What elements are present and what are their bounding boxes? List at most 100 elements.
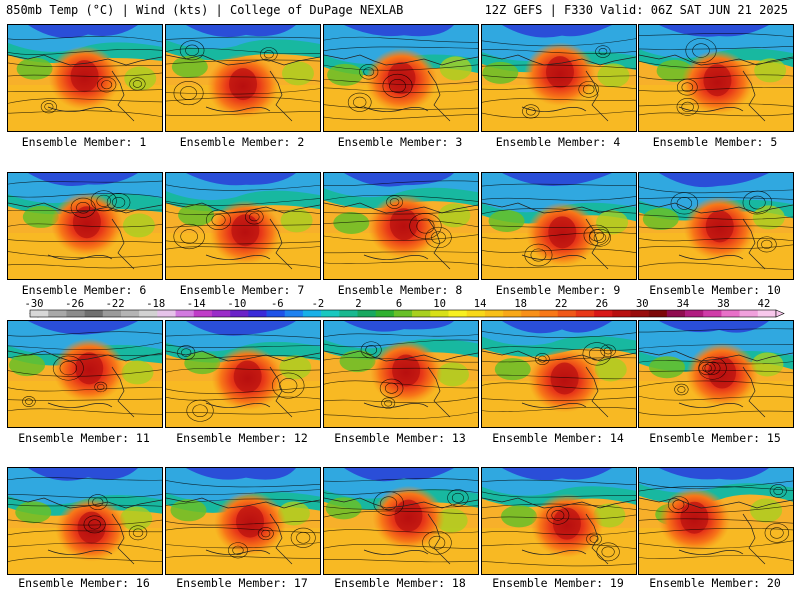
border-line bbox=[166, 202, 320, 214]
coastline bbox=[742, 366, 766, 418]
colorbar-bin bbox=[30, 310, 49, 317]
temperature-map bbox=[324, 25, 478, 131]
contour-line bbox=[8, 110, 162, 117]
contour-line bbox=[639, 555, 793, 561]
contour-line bbox=[324, 333, 478, 338]
contour-line bbox=[324, 209, 478, 215]
coastline bbox=[585, 366, 609, 418]
colorbar-bin bbox=[612, 310, 631, 317]
closed-contour bbox=[128, 525, 148, 541]
closed-contour bbox=[425, 226, 452, 249]
ensemble-panel bbox=[7, 320, 163, 428]
closed-contour bbox=[600, 344, 616, 357]
contour-line bbox=[639, 186, 793, 194]
contour-line bbox=[482, 110, 636, 119]
contour-line bbox=[482, 264, 636, 268]
contour-line bbox=[482, 64, 636, 69]
gulf-coastline bbox=[363, 549, 429, 555]
contour-line bbox=[166, 368, 320, 373]
contour-line bbox=[324, 87, 478, 93]
contour-line bbox=[8, 89, 162, 92]
ensemble-member-label: Ensemble Member: 3 bbox=[337, 135, 463, 149]
closed-contour bbox=[447, 489, 469, 507]
ensemble-panel bbox=[165, 320, 321, 428]
ensemble-member-label: Ensemble Member: 14 bbox=[492, 431, 624, 445]
colorbar-bin bbox=[648, 310, 668, 317]
contour-line bbox=[482, 49, 636, 54]
temperature-map bbox=[8, 321, 162, 427]
contour-line bbox=[166, 96, 320, 103]
temperature-map bbox=[639, 468, 793, 574]
coastline bbox=[585, 70, 609, 122]
contour-line bbox=[324, 339, 478, 348]
border-line bbox=[324, 54, 478, 66]
coastline bbox=[111, 513, 135, 565]
contour-line bbox=[8, 62, 162, 68]
ensemble-member-label: Ensemble Member: 19 bbox=[492, 576, 624, 590]
ensemble-panel bbox=[638, 24, 794, 132]
contour-line bbox=[639, 197, 793, 200]
colorbar-tick-label: 34 bbox=[677, 298, 690, 310]
ensemble-member-label: Ensemble Member: 7 bbox=[179, 283, 305, 297]
closed-contour bbox=[290, 527, 316, 548]
border-line bbox=[639, 202, 793, 214]
contour-line bbox=[8, 398, 162, 401]
gulf-coastline bbox=[47, 402, 113, 408]
border-line bbox=[166, 350, 320, 362]
contour-line bbox=[324, 505, 478, 510]
gulf-coastline bbox=[205, 402, 271, 408]
contour-line bbox=[324, 79, 478, 85]
contour-line bbox=[482, 232, 636, 240]
contour-line bbox=[8, 494, 162, 499]
closed-contour bbox=[94, 381, 108, 393]
closed-contour bbox=[360, 341, 382, 359]
contour-line bbox=[166, 198, 320, 206]
contour-line bbox=[8, 530, 162, 536]
ensemble-panel bbox=[165, 172, 321, 280]
closed-contour bbox=[173, 223, 205, 250]
colorbar-bin bbox=[66, 310, 85, 317]
contour-line bbox=[639, 505, 793, 514]
closed-contour bbox=[373, 491, 404, 516]
closed-contour bbox=[742, 190, 773, 215]
run-valid-time: 12Z GEFS | F330 Valid: 06Z SAT JUN 21 20… bbox=[484, 3, 788, 17]
border-line bbox=[8, 497, 162, 509]
contour-line bbox=[482, 38, 636, 47]
ensemble-panel bbox=[7, 467, 163, 575]
border-line bbox=[482, 497, 636, 509]
closed-contour bbox=[422, 530, 452, 555]
gulf-coastline bbox=[521, 549, 587, 555]
contour-line bbox=[324, 357, 478, 363]
ensemble-panel bbox=[165, 467, 321, 575]
border-line bbox=[166, 54, 320, 66]
closed-contour bbox=[173, 81, 204, 106]
contour-line bbox=[166, 59, 320, 65]
contour-line bbox=[166, 184, 320, 191]
ensemble-member-label: Ensemble Member: 6 bbox=[21, 283, 147, 297]
contour-line bbox=[8, 251, 162, 259]
contour-line bbox=[639, 410, 793, 416]
closed-contour bbox=[70, 197, 96, 218]
contour-line bbox=[482, 98, 636, 103]
ensemble-panel bbox=[7, 172, 163, 280]
colorbar-bin bbox=[157, 310, 176, 317]
coastline bbox=[585, 513, 609, 565]
colorbar-bin bbox=[430, 310, 449, 317]
coastline bbox=[742, 513, 766, 565]
contour-line bbox=[482, 491, 636, 498]
ensemble-panel bbox=[323, 24, 479, 132]
gulf-coastline bbox=[47, 106, 113, 112]
contour-line bbox=[324, 251, 478, 254]
border-line bbox=[482, 350, 636, 362]
colorbar-bin bbox=[739, 310, 759, 317]
colorbar-bin bbox=[503, 310, 522, 317]
closed-contour bbox=[764, 523, 789, 543]
border-line bbox=[324, 497, 478, 509]
contour-line bbox=[324, 46, 478, 51]
contour-line bbox=[8, 72, 162, 77]
ensemble-panel bbox=[638, 172, 794, 280]
coastline bbox=[111, 70, 135, 122]
contour-line bbox=[8, 504, 162, 507]
colorbar-bin bbox=[84, 310, 104, 317]
colorbar-bin bbox=[448, 310, 467, 317]
